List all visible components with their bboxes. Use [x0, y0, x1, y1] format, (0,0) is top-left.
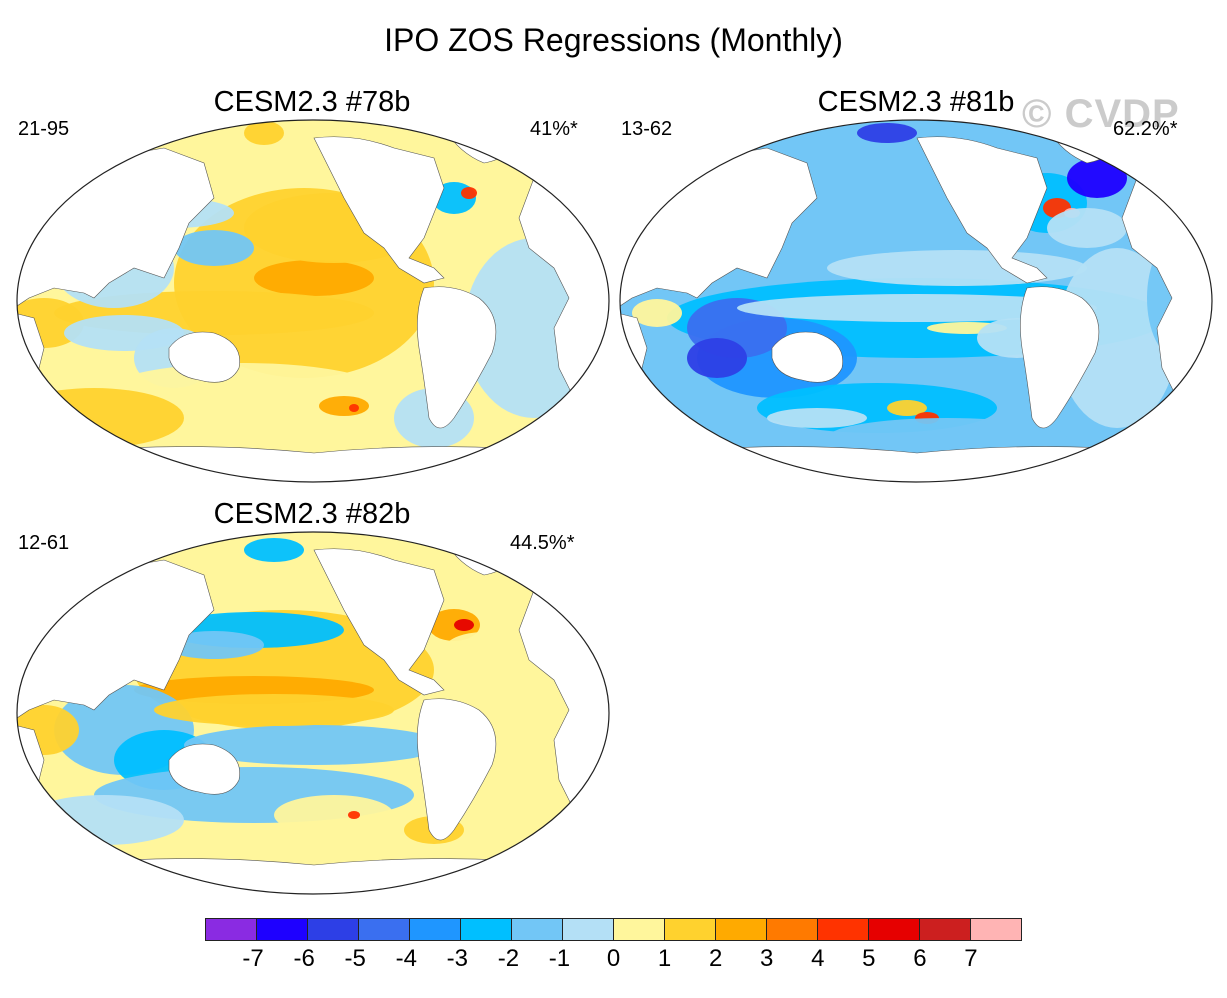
- colorbar-swatch: [971, 919, 1021, 940]
- colorbar: [205, 918, 1022, 941]
- anomaly-region: [274, 795, 394, 835]
- colorbar-tick-label: 5: [862, 945, 876, 972]
- colorbar-swatch: [767, 919, 818, 940]
- colorbar-swatch: [716, 919, 767, 940]
- watermark: © CVDP: [1022, 92, 1180, 136]
- colorbar-swatch: [869, 919, 920, 940]
- anomaly-region: [24, 795, 184, 845]
- anomaly-region: [174, 230, 254, 266]
- colorbar-swatch: [257, 919, 308, 940]
- panel-3-years: 12-61: [18, 532, 70, 554]
- anomaly-region: [474, 660, 594, 840]
- colorbar-tick-label: 4: [811, 945, 825, 972]
- anomaly-region: [1047, 208, 1127, 248]
- anomaly-region: [154, 694, 394, 726]
- colorbar-swatch: [665, 919, 716, 940]
- anomaly-region: [244, 538, 304, 562]
- colorbar-swatch: [512, 919, 563, 940]
- panel-2-percent: 62.2%*: [1113, 118, 1178, 140]
- land-mass: [168, 743, 241, 795]
- colorbar-tick-label: 3: [760, 945, 774, 972]
- land-mass: [916, 136, 1048, 284]
- anomaly-region: [164, 631, 264, 659]
- colorbar-swatch: [818, 919, 869, 940]
- anomaly-region: [349, 404, 359, 412]
- land-mass: [313, 136, 445, 284]
- anomaly-region: [254, 260, 374, 296]
- land-mass: [313, 548, 445, 696]
- colorbar-swatch: [308, 919, 359, 940]
- colorbar-tick-label: -5: [344, 945, 366, 972]
- anomaly-region: [319, 396, 369, 416]
- panel-1-title: CESM2.3 #78b: [213, 86, 411, 118]
- anomaly-region: [444, 632, 524, 668]
- anomaly-region: [1057, 248, 1177, 428]
- land-mass: [771, 331, 844, 383]
- panel-3-title: CESM2.3 #82b: [213, 498, 411, 530]
- colorbar-tick-label: 0: [606, 945, 621, 972]
- panel-2-years: 13-62: [621, 118, 673, 140]
- colorbar-tick-label: 1: [657, 945, 672, 972]
- panel-1-years: 21-95: [18, 118, 70, 140]
- panel-1-percent: 41%*: [530, 118, 578, 140]
- anomaly-region: [687, 338, 747, 378]
- anomaly-region: [827, 250, 1087, 286]
- colorbar-tick-label: -1: [548, 945, 571, 972]
- colorbar-tick-label: -6: [293, 945, 315, 972]
- map-border: [16, 531, 610, 895]
- colorbar-tick-label: -3: [446, 945, 468, 972]
- ocean-field: [17, 532, 609, 894]
- ocean-field: [620, 120, 1212, 482]
- anomaly-region: [461, 187, 477, 199]
- anomaly-region: [348, 811, 360, 819]
- panel-2-title: CESM2.3 #81b: [817, 86, 1015, 118]
- colorbar-tick-label: -4: [395, 945, 417, 972]
- colorbar-swatch: [920, 919, 971, 940]
- colorbar-swatch: [614, 919, 665, 940]
- colorbar-tick-label: 2: [708, 945, 723, 972]
- colorbar-swatch: [359, 919, 410, 940]
- anomaly-region: [454, 619, 474, 631]
- panel-2-map: [619, 119, 1213, 483]
- anomaly-region: [244, 121, 284, 145]
- main-title: IPO ZOS Regressions (Monthly): [384, 22, 843, 58]
- land-mass: [1020, 286, 1100, 429]
- colorbar-tick-label: 6: [913, 945, 927, 972]
- colorbar-swatch: [206, 919, 257, 940]
- colorbar-swatch: [563, 919, 614, 940]
- anomaly-region: [737, 294, 1097, 322]
- colorbar-tick-label: -2: [497, 945, 520, 972]
- panel-3-map: [16, 531, 610, 895]
- colorbar-tick-label: -7: [242, 945, 264, 972]
- anomaly-region: [1067, 158, 1127, 198]
- colorbar-swatch: [461, 919, 512, 940]
- map-border: [16, 119, 610, 483]
- land-mass: [417, 698, 497, 841]
- colorbar-tick-label: 7: [964, 945, 978, 972]
- anomaly-region: [17, 388, 184, 448]
- land-mass: [417, 286, 497, 429]
- colorbar-swatch: [410, 919, 461, 940]
- anomaly-region: [887, 400, 927, 416]
- map-border: [619, 119, 1213, 483]
- anomaly-region: [767, 408, 867, 428]
- ocean-field: [17, 120, 609, 482]
- land-mass: [168, 331, 241, 383]
- anomaly-region: [857, 123, 917, 143]
- panel-3-percent: 44.5%*: [510, 532, 575, 554]
- anomaly-region: [184, 725, 444, 765]
- anomaly-region: [632, 299, 682, 327]
- panel-1-map: [16, 119, 610, 483]
